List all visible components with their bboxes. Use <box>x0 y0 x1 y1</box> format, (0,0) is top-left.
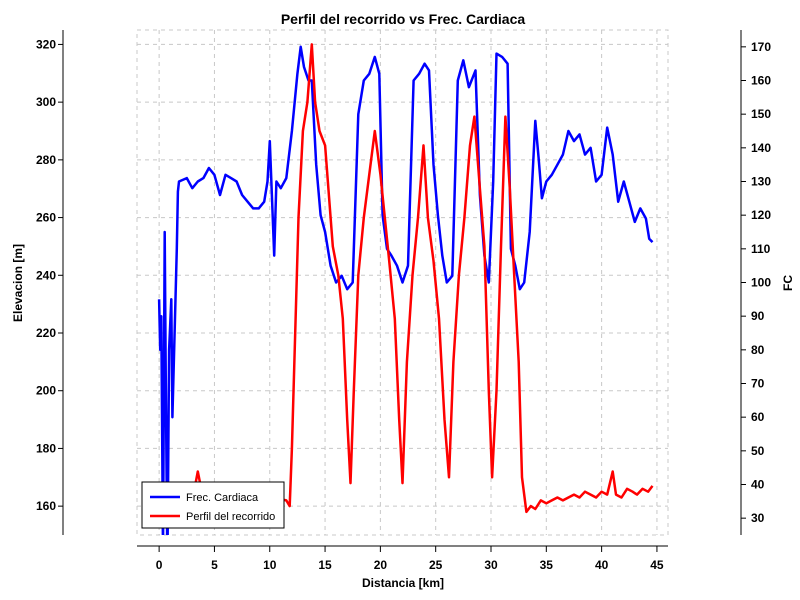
x-tick-label: 20 <box>374 558 388 572</box>
y-right-tick-label: 130 <box>751 175 771 189</box>
chart-title: Perfil del recorrido vs Frec. Cardiaca <box>281 11 526 27</box>
x-tick-label: 30 <box>484 558 498 572</box>
legend-label: Perfil del recorrido <box>186 511 275 523</box>
series-line-frec-cardiaca <box>157 45 654 535</box>
y-right-tick-label: 170 <box>751 40 771 54</box>
x-axis-label: Distancia [km] <box>362 576 444 590</box>
series-line-perfil-del-recorrido <box>194 43 654 514</box>
grid-lines <box>136 29 669 536</box>
legend: Frec. Cardiaca Perfil del recorrido <box>141 481 285 529</box>
x-tick-label: 40 <box>595 558 609 572</box>
x-tick-label: 10 <box>263 558 277 572</box>
y-right-tick-label: 80 <box>751 343 765 357</box>
legend-label: Frec. Cardiaca <box>186 492 259 504</box>
y-right-axis-label: FC <box>781 275 795 291</box>
y-right-tick-label: 50 <box>751 444 765 458</box>
y-left-tick-label: 280 <box>36 153 56 167</box>
y-right-tick-label: 110 <box>751 242 771 256</box>
x-tick-label: 0 <box>156 558 163 572</box>
y-left-axis-label: Elevacion [m] <box>11 244 25 322</box>
y-right-tick-label: 120 <box>751 208 771 222</box>
y-right-tick-label: 70 <box>751 377 765 391</box>
y-left-tick-label: 180 <box>36 441 56 455</box>
axes: 0 5 10 15 20 25 30 35 40 45 160 180 200 220 240 260 280 3… <box>36 30 771 572</box>
y-left-tick-label: 160 <box>36 499 56 513</box>
x-tick-label: 25 <box>429 558 443 572</box>
y-right-tick-label: 100 <box>751 276 771 290</box>
y-right-tick-label: 60 <box>751 410 765 424</box>
x-tick-label: 5 <box>211 558 218 572</box>
y-right-tick-label: 150 <box>751 107 771 121</box>
y-left-tick-label: 320 <box>36 37 56 51</box>
y-right-tick-label: 90 <box>751 309 765 323</box>
y-left-tick-label: 240 <box>36 268 56 282</box>
y-left-tick-label: 260 <box>36 211 56 225</box>
y-left-tick-label: 300 <box>36 95 56 109</box>
y-right-tick-label: 140 <box>751 141 771 155</box>
y-right-tick-label: 160 <box>751 74 771 88</box>
y-left-tick-label: 200 <box>36 384 56 398</box>
y-right-tick-label: 40 <box>751 478 765 492</box>
x-tick-label: 15 <box>318 558 332 572</box>
x-tick-label: 35 <box>540 558 554 572</box>
x-tick-label: 45 <box>650 558 664 572</box>
y-left-tick-label: 220 <box>36 326 56 340</box>
plot-frame <box>136 29 669 536</box>
y-right-tick-label: 30 <box>751 511 765 525</box>
series-lines <box>157 43 654 535</box>
legend-box <box>141 481 285 529</box>
